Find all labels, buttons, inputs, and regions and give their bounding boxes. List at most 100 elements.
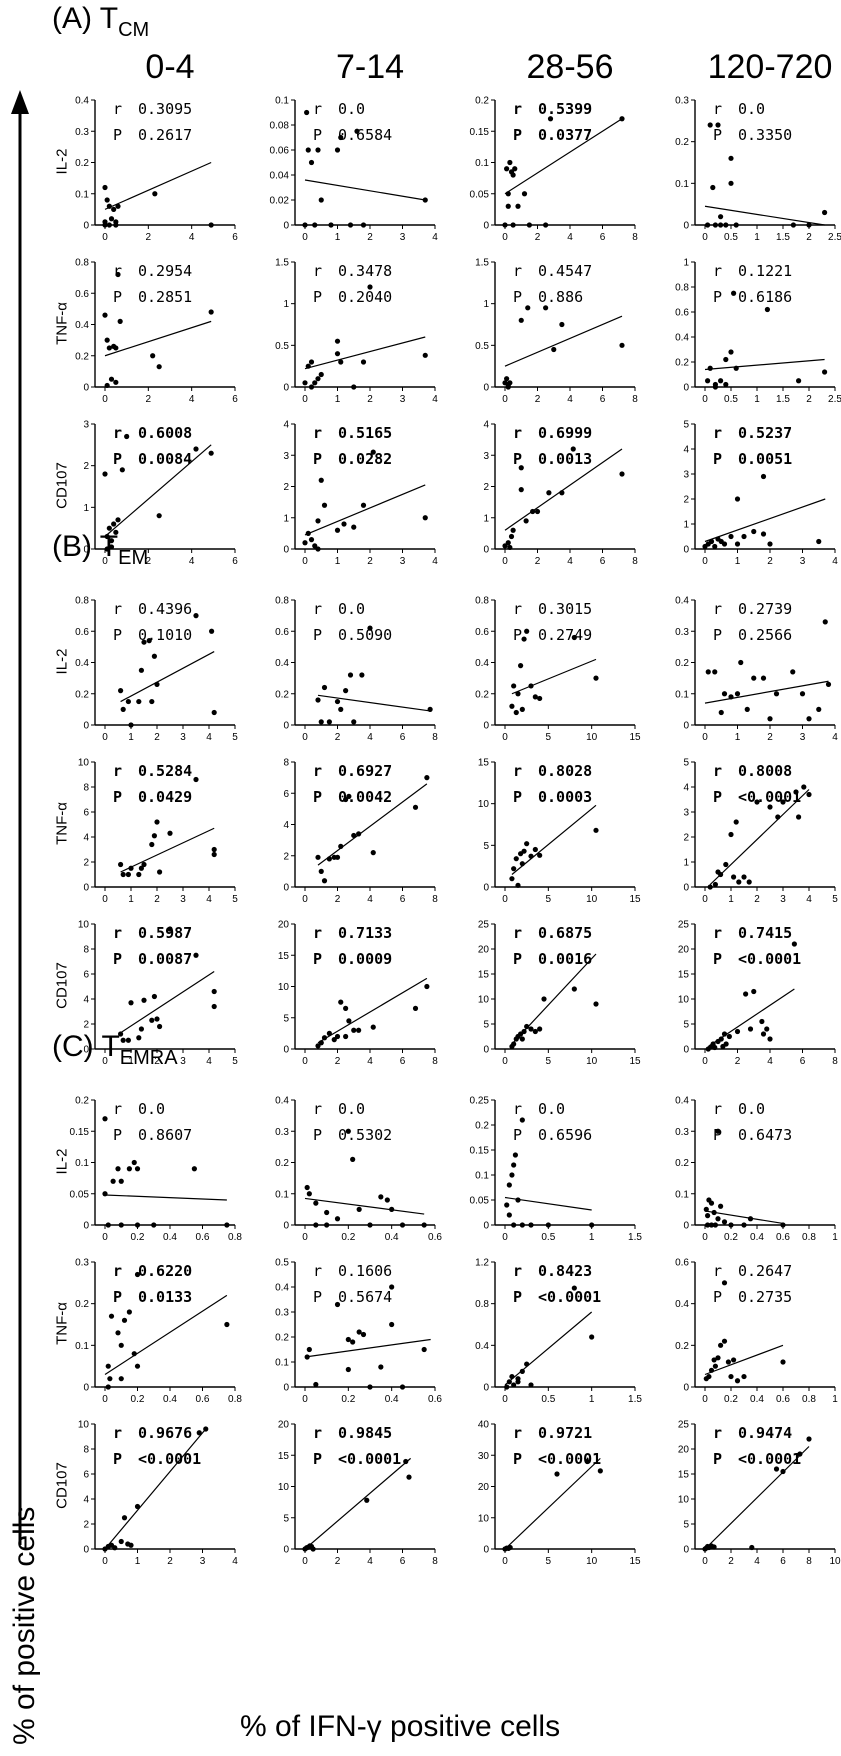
data-point (509, 1373, 515, 1380)
r-value: 0.0 (138, 1100, 165, 1118)
y-tick-label: 3 (483, 451, 489, 462)
data-point (509, 876, 515, 882)
r-label: r (113, 1262, 122, 1280)
p-label: P (113, 450, 122, 468)
x-tick-label: 0.4 (750, 1394, 764, 1405)
data-point (523, 518, 529, 524)
x-tick-label: 0.6 (776, 1394, 790, 1405)
x-tick-label: 0 (502, 556, 508, 567)
data-point (822, 619, 828, 625)
data-point (208, 222, 214, 228)
y-tick-label: 10 (78, 758, 90, 769)
data-point (305, 363, 311, 369)
data-point (547, 116, 554, 122)
data-point (389, 1206, 395, 1212)
p-value: 0.1010 (138, 626, 192, 644)
data-point (721, 1219, 728, 1225)
y-tick-label: 0 (683, 1045, 689, 1056)
data-point (118, 1376, 124, 1382)
x-tick-label: 2 (535, 394, 541, 405)
y-tick-label: 0.4 (75, 658, 89, 669)
data-point (537, 852, 543, 858)
data-point (728, 349, 734, 355)
regression-line (504, 118, 623, 195)
p-label: P (313, 950, 322, 968)
x-tick-label: 4 (832, 556, 838, 567)
regression-line (104, 1294, 228, 1376)
r-label: r (513, 762, 522, 780)
data-point (751, 528, 757, 535)
x-tick-label: 1 (589, 1394, 595, 1405)
x-tick-label: 8 (806, 1556, 812, 1567)
data-point (157, 869, 163, 875)
p-value: 0.2749 (538, 626, 592, 644)
scatter-panel: 0 2 4 6 0 1 2 3 r 0.6008 P 0.0084 (83, 420, 238, 568)
y-tick-label: 0.15 (470, 127, 490, 138)
data-point (593, 1001, 599, 1007)
data-point (102, 222, 108, 228)
x-tick-label: 0.2 (131, 1394, 145, 1405)
x-tick-label: 15 (629, 732, 641, 743)
r-value: 0.4547 (538, 262, 592, 280)
data-point (515, 203, 521, 209)
r-value: 0.3015 (538, 600, 592, 618)
p-label: P (713, 626, 722, 644)
data-point (105, 1363, 111, 1369)
p-label: P (713, 950, 722, 968)
x-tick-label: 0.6 (196, 1394, 210, 1405)
data-point (146, 638, 152, 644)
y-tick-label: 20 (678, 945, 690, 956)
regression-line (504, 448, 623, 531)
data-point (532, 694, 538, 700)
data-point (359, 672, 365, 678)
data-point (151, 833, 157, 839)
data-point (825, 681, 832, 687)
data-point (708, 1367, 715, 1373)
y-tick-label: 2 (483, 482, 489, 493)
data-point (734, 691, 741, 697)
p-value: 0.5302 (338, 1126, 392, 1144)
y-tick-label: 0 (683, 883, 689, 894)
data-point (504, 1384, 510, 1390)
x-tick-label: 3 (180, 732, 186, 743)
regression-line (704, 1210, 784, 1225)
data-point (308, 384, 315, 390)
scatter-panel: 0 2 4 6 8 0 0.5 1 1.5 r 0.4547 P 0.886 (475, 258, 638, 406)
data-point (154, 681, 160, 687)
data-point (718, 1203, 724, 1209)
data-point (759, 1018, 765, 1025)
data-point (321, 684, 328, 691)
regression-line (104, 320, 212, 357)
x-tick-label: 4 (189, 232, 195, 243)
regression-line (120, 827, 215, 873)
x-tick-label: 8 (632, 232, 638, 243)
data-point (733, 819, 739, 825)
r-label: r (313, 100, 322, 118)
x-tick-label: 0 (102, 556, 108, 567)
p-value: <0.0001 (738, 788, 801, 806)
data-point (733, 365, 739, 371)
data-point (521, 191, 528, 197)
data-point (326, 1030, 332, 1036)
data-point (754, 799, 760, 805)
data-point (528, 1026, 534, 1032)
x-tick-label: 0 (302, 1394, 308, 1405)
x-tick-label: 2 (735, 1056, 741, 1067)
y-tick-label: 0.5 (275, 341, 289, 352)
data-point (224, 1222, 230, 1228)
p-label: P (513, 626, 522, 644)
data-point (816, 706, 822, 712)
data-point (193, 446, 199, 452)
data-point (518, 465, 524, 471)
y-tick-label: 0.3 (275, 1308, 289, 1319)
data-point (705, 378, 711, 384)
data-point (741, 1373, 747, 1380)
data-point (152, 191, 158, 197)
p-value: 0.6473 (738, 1126, 792, 1144)
x-tick-label: 5 (546, 1056, 552, 1067)
scatter-panel: 0 2 4 6 0 0.2 0.4 0.6 0.8 r 0.2954 P 0.2851 (75, 258, 238, 406)
data-point (731, 874, 737, 880)
r-label: r (513, 262, 522, 280)
data-point (304, 1354, 310, 1360)
y-tick-label: 0 (283, 1383, 289, 1394)
